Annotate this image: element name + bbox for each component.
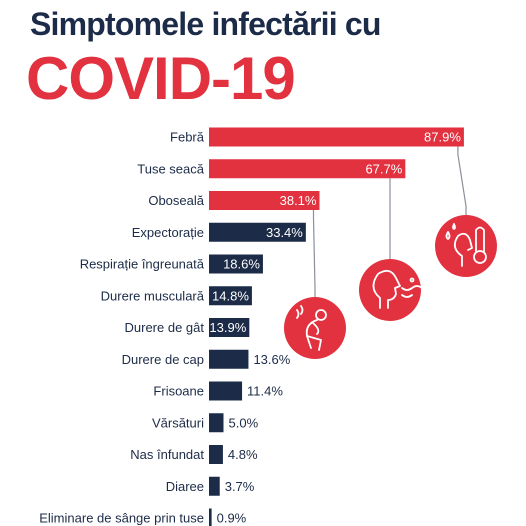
bar-oboseala bbox=[209, 191, 320, 210]
category-label-febra: Febră bbox=[170, 130, 205, 145]
sick-stomach-icon bbox=[284, 297, 346, 359]
category-label-oboseala: Oboseală bbox=[148, 193, 204, 208]
bar-durere-de-cap bbox=[209, 349, 249, 369]
category-label-tuse-seaca: Tuse seacă bbox=[137, 161, 204, 176]
value-label-oboseala: 38.1% bbox=[280, 193, 317, 208]
bar-durere-de-gat bbox=[209, 318, 250, 337]
bar-durere-musculara bbox=[209, 286, 252, 306]
category-label-expectoratie: Expectorație bbox=[132, 225, 204, 240]
value-label-varsaturi: 5.0% bbox=[229, 415, 259, 430]
category-label-respiratie-ingreunata: Respirație îngreunată bbox=[80, 257, 205, 272]
bar-eliminare-de-sange-prin-tuse bbox=[209, 508, 212, 526]
bar-expectoratie bbox=[209, 222, 306, 242]
category-label-durere-de-cap: Durere de cap bbox=[122, 352, 204, 367]
connector-line bbox=[312, 210, 316, 297]
category-label-nas-infundat: Nas înfundat bbox=[130, 447, 204, 462]
category-label-frisoane: Frisoane bbox=[153, 384, 204, 399]
value-label-respiratie-ingreunata: 18.6% bbox=[223, 257, 260, 272]
chart-icons bbox=[284, 215, 497, 359]
value-label-nas-infundat: 4.8% bbox=[228, 447, 258, 462]
category-label-diaree: Diaree bbox=[166, 479, 204, 494]
bar-diaree bbox=[209, 476, 220, 496]
connector-line bbox=[457, 146, 467, 215]
value-label-durere-musculara: 14.8% bbox=[212, 288, 249, 303]
chart-bars: Febră 87.9% Tuse seacă 67.7% Oboseală 38.1% Ex… bbox=[39, 127, 464, 526]
value-label-expectoratie: 33.4% bbox=[266, 225, 303, 240]
value-label-diaree: 3.7% bbox=[225, 479, 255, 494]
bar-respiratie-ingreunata bbox=[209, 254, 263, 274]
value-label-eliminare-de-sange-prin-tuse: 0.9% bbox=[217, 511, 247, 526]
category-label-varsaturi: Vărsături bbox=[152, 415, 204, 430]
category-label-durere-musculara: Durere musculară bbox=[101, 288, 205, 303]
bar-frisoane bbox=[209, 381, 243, 401]
value-label-febra: 87.9% bbox=[424, 130, 461, 145]
page-title-line2: COVID-19 bbox=[26, 45, 296, 112]
page-title-line1: Simptomele infectării cu bbox=[30, 6, 381, 42]
value-label-durere-de-cap: 13.6% bbox=[253, 352, 290, 367]
value-label-tuse-seaca: 67.7% bbox=[365, 161, 402, 176]
bar-febra bbox=[209, 127, 464, 147]
value-label-durere-de-gat: 13.9% bbox=[209, 320, 246, 335]
bar-nas-infundat bbox=[209, 445, 223, 464]
coughing-icon bbox=[359, 259, 423, 321]
category-label-eliminare-de-sange-prin-tuse: Eliminare de sânge prin tuse bbox=[39, 511, 204, 526]
fever-thermometer-icon bbox=[435, 215, 497, 277]
bar-varsaturi bbox=[209, 413, 224, 433]
value-label-frisoane: 11.4% bbox=[247, 384, 283, 399]
icon-connector-lines bbox=[312, 146, 467, 297]
bar-tuse-seaca bbox=[209, 159, 406, 179]
category-label-durere-de-gat: Durere de gât bbox=[125, 320, 205, 335]
